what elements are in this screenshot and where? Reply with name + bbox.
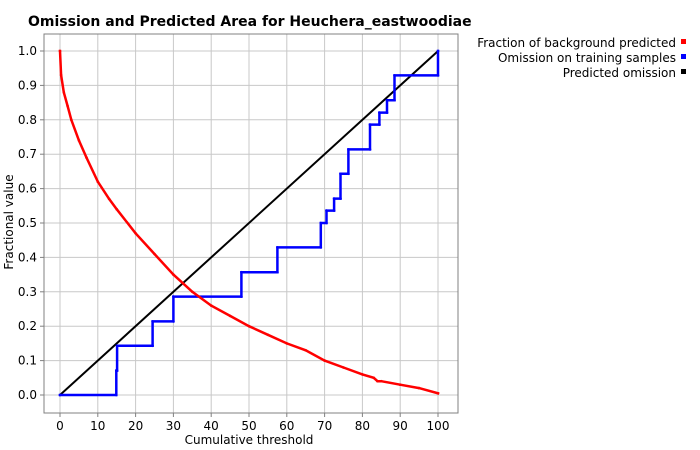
data-point-omission-on-training-samples [172,320,175,323]
data-point-fraction-of-background-predicted [228,314,232,318]
legend-label: Predicted omission [563,66,676,80]
data-point-omission-on-training-samples [436,74,440,77]
x-tick-label: 70 [317,419,332,433]
data-point-fraction-of-background-predicted [66,104,69,108]
x-tick-label: 60 [279,419,294,433]
data-point-fraction-of-background-predicted [70,118,73,122]
y-axis: 0.0 0.1 0.2 0.3 0.4 0.5 0.6 0.7 0.8 0.9 1.0 [18,44,44,402]
data-point-omission-on-training-samples [332,197,336,200]
data-point-fraction-of-background-predicted [398,383,402,387]
data-point-fraction-of-background-predicted [134,232,137,235]
legend-swatch [681,69,686,74]
data-point-omission-on-training-samples [115,393,118,397]
series-line-predicted-omission [58,49,440,397]
data-point-fraction-of-background-predicted [85,156,88,159]
x-tick-label: 10 [90,419,105,433]
data-point-omission-on-training-samples [151,320,154,323]
data-point-fraction-of-background-predicted [59,73,63,77]
data-point-fraction-of-background-predicted [77,139,81,142]
data-point-fraction-of-background-predicted [153,252,156,256]
y-tick-label: 0.0 [18,388,37,402]
data-point-fraction-of-background-predicted [417,386,421,390]
data-point-omission-on-training-samples [347,148,350,151]
data-point-omission-on-training-samples [115,344,119,348]
data-point-omission-on-training-samples [368,148,372,151]
data-point-omission-on-training-samples [115,369,119,372]
data-point-omission-on-training-samples [347,172,350,176]
data-point-fraction-of-background-predicted [247,324,251,328]
x-axis: 0 10 20 30 40 50 60 70 80 90 100 [56,413,449,433]
data-point-omission-on-training-samples [385,98,389,102]
data-point-omission-on-training-samples [172,295,175,298]
x-axis-label: Cumulative threshold [185,433,314,447]
x-tick-label: 20 [128,419,143,433]
chart-title: Omission and Predicted Area for Heuchera… [28,14,472,30]
data-point-omission-on-training-samples [276,270,279,274]
data-point-omission-on-training-samples [319,246,323,249]
data-point-fraction-of-background-predicted [285,342,289,345]
legend-label: Fraction of background predicted [477,36,676,50]
y-tick-label: 0.5 [18,216,37,230]
data-point-fraction-of-background-predicted [342,366,345,369]
legend: Fraction of background predictedOmission… [477,36,686,80]
data-point-fraction-of-background-predicted [115,207,118,211]
plot-area [43,33,459,414]
x-tick-label: 40 [204,419,219,433]
data-point-omission-on-training-samples [325,221,328,225]
series-layer [58,49,440,397]
data-point-omission-on-training-samples [378,123,381,126]
legend-label: Omission on training samples [498,51,676,65]
data-point-fraction-of-background-predicted [372,376,376,380]
x-tick-label: 90 [393,419,408,433]
data-point-fraction-of-background-predicted [62,91,66,94]
x-tick-label: 30 [166,419,181,433]
data-point-omission-on-training-samples [393,74,396,77]
data-point-omission-on-training-samples [378,111,381,114]
data-point-fraction-of-background-predicted [266,333,270,337]
data-point-omission-on-training-samples [276,246,279,249]
data-point-omission-on-training-samples [368,123,372,126]
data-point-fraction-of-background-predicted [323,359,326,362]
data-point-omission-on-training-samples [151,344,154,348]
data-point-omission-on-training-samples [325,209,328,212]
data-point-fraction-of-background-predicted [96,180,100,183]
y-tick-label: 1.0 [18,44,37,58]
y-tick-label: 0.8 [18,113,37,127]
data-point-fraction-of-background-predicted [172,273,175,276]
data-point-fraction-of-background-predicted [376,379,379,383]
data-point-omission-on-training-samples [385,111,389,114]
data-point-fraction-of-background-predicted [209,304,213,307]
y-tick-label: 0.6 [18,182,37,196]
legend-swatch [681,39,686,44]
data-point-fraction-of-background-predicted [361,373,364,376]
y-tick-label: 0.7 [18,147,37,161]
x-tick-label: 80 [355,419,370,433]
y-tick-label: 0.1 [18,354,37,368]
data-point-fraction-of-background-predicted [380,379,383,383]
y-tick-label: 0.2 [18,319,37,333]
data-point-omission-on-training-samples [58,393,62,397]
data-point-omission-on-training-samples [319,221,323,225]
data-point-fraction-of-background-predicted [304,349,308,352]
x-tick-label: 100 [427,419,450,433]
data-point-fraction-of-background-predicted [58,49,62,53]
data-point-fraction-of-background-predicted [436,392,440,395]
data-point-omission-on-training-samples [393,98,396,102]
y-tick-label: 0.4 [18,250,37,264]
y-tick-label: 0.9 [18,78,37,92]
data-point-fraction-of-background-predicted [107,197,111,201]
data-point-omission-on-training-samples [436,49,440,53]
data-point-fraction-of-background-predicted [191,290,194,294]
data-point-omission-on-training-samples [240,295,243,298]
x-tick-label: 0 [56,419,64,433]
data-point-omission-on-training-samples [240,270,243,274]
x-tick-label: 50 [241,419,256,433]
y-axis-label: Fractional value [2,174,16,269]
data-point-omission-on-training-samples [339,172,342,176]
data-point-omission-on-training-samples [339,197,342,200]
data-point-omission-on-training-samples [332,209,336,212]
legend-swatch [681,54,686,59]
y-tick-label: 0.3 [18,285,37,299]
